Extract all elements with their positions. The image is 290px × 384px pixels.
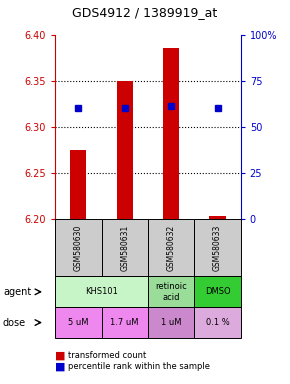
- Text: GSM580632: GSM580632: [166, 225, 176, 271]
- Text: 1.7 uM: 1.7 uM: [110, 318, 139, 327]
- Text: KHS101: KHS101: [85, 287, 118, 296]
- Text: GSM580630: GSM580630: [74, 225, 83, 271]
- Text: DMSO: DMSO: [205, 287, 230, 296]
- Text: 1 uM: 1 uM: [161, 318, 181, 327]
- Bar: [163, 48, 179, 219]
- Text: 0.1 %: 0.1 %: [206, 318, 229, 327]
- Bar: [117, 81, 133, 219]
- Text: retinoic
acid: retinoic acid: [155, 282, 187, 301]
- Text: agent: agent: [3, 287, 31, 297]
- Text: GDS4912 / 1389919_at: GDS4912 / 1389919_at: [72, 6, 218, 19]
- Bar: [209, 216, 226, 219]
- Text: ■: ■: [55, 350, 66, 360]
- Text: 5 uM: 5 uM: [68, 318, 88, 327]
- Text: dose: dose: [3, 318, 26, 328]
- Text: percentile rank within the sample: percentile rank within the sample: [68, 362, 210, 371]
- Text: ■: ■: [55, 362, 66, 372]
- Text: GSM580633: GSM580633: [213, 225, 222, 271]
- Bar: [70, 150, 86, 219]
- Text: GSM580631: GSM580631: [120, 225, 129, 271]
- Text: transformed count: transformed count: [68, 351, 146, 360]
